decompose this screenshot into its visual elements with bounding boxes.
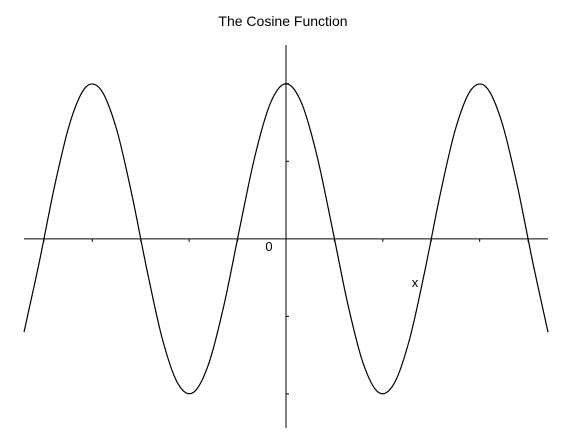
x-axis-label: x [412, 275, 419, 290]
axes [24, 45, 548, 428]
cosine-curve [23, 83, 549, 395]
origin-label: 0 [265, 239, 272, 254]
chart-title: The Cosine Function [218, 13, 347, 29]
